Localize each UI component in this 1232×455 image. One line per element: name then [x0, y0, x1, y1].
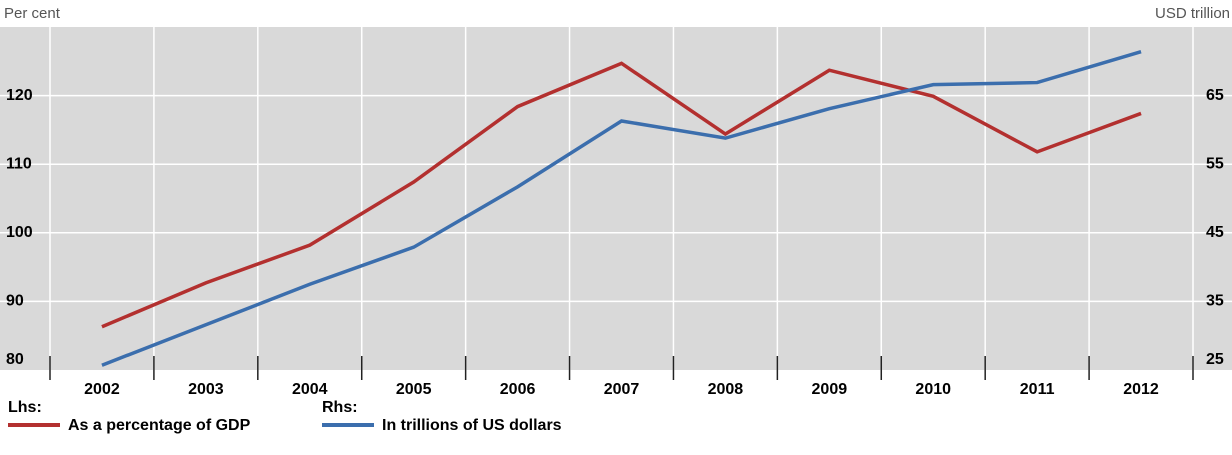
x-tick-label: 2011 — [1020, 381, 1055, 398]
y2-tick-label: 45 — [1206, 224, 1224, 241]
y2-axis-label: USD trillion — [1155, 5, 1230, 22]
x-tick-label: 2005 — [396, 381, 432, 398]
y-axis-label: Per cent — [4, 5, 61, 22]
legend-group-label: Lhs: — [8, 399, 42, 416]
series-line — [101, 50, 1142, 367]
x-tick-label: 2002 — [84, 381, 120, 398]
x-tick-label: 2004 — [292, 381, 328, 398]
x-tick-label: 2006 — [500, 381, 536, 398]
y-tick-label: 80 — [6, 351, 24, 368]
y-tick-label: 120 — [6, 87, 33, 104]
y2-tick-label: 35 — [1206, 293, 1224, 310]
legend-group-label: Rhs: — [322, 399, 358, 416]
legend-label: In trillions of US dollars — [382, 417, 562, 434]
x-tick-label: 2003 — [188, 381, 224, 398]
y2-tick-label: 25 — [1206, 351, 1224, 368]
x-tick-label: 2009 — [812, 381, 848, 398]
y-tick-label: 90 — [6, 293, 24, 310]
y2-tick-label: 55 — [1206, 155, 1224, 172]
y-tick-label: 100 — [6, 224, 33, 241]
x-tick-label: 2012 — [1123, 381, 1159, 398]
x-tick-label: 2008 — [708, 381, 744, 398]
series-line — [101, 61, 1142, 329]
x-tick-label: 2010 — [915, 381, 951, 398]
legend-label: As a percentage of GDP — [68, 417, 251, 434]
y-tick-label: 110 — [6, 155, 32, 172]
x-tick-label: 2007 — [604, 381, 640, 398]
y2-tick-label: 65 — [1206, 87, 1224, 104]
